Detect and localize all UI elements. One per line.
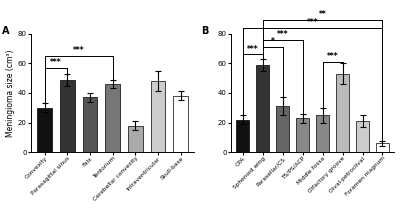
- Bar: [128, 126, 143, 152]
- Bar: [276, 106, 289, 152]
- Text: ***: ***: [247, 45, 259, 54]
- Bar: [256, 65, 269, 152]
- Text: **: **: [319, 10, 326, 20]
- Bar: [82, 97, 97, 152]
- Text: B: B: [202, 26, 209, 36]
- Bar: [37, 108, 52, 152]
- Bar: [376, 143, 389, 152]
- Bar: [296, 118, 309, 152]
- Bar: [336, 74, 349, 152]
- Text: *: *: [271, 37, 275, 46]
- Y-axis label: Meningioma size (cm³): Meningioma size (cm³): [6, 49, 15, 137]
- Bar: [151, 81, 166, 152]
- Bar: [174, 96, 188, 152]
- Text: ***: ***: [277, 30, 288, 39]
- Bar: [105, 84, 120, 152]
- Text: A: A: [2, 26, 9, 36]
- Bar: [356, 121, 369, 152]
- Bar: [236, 120, 249, 152]
- Text: ***: ***: [50, 58, 62, 67]
- Text: ***: ***: [73, 46, 84, 55]
- Bar: [60, 80, 75, 152]
- Bar: [316, 115, 329, 152]
- Text: ***: ***: [307, 18, 318, 27]
- Text: ***: ***: [327, 52, 338, 61]
